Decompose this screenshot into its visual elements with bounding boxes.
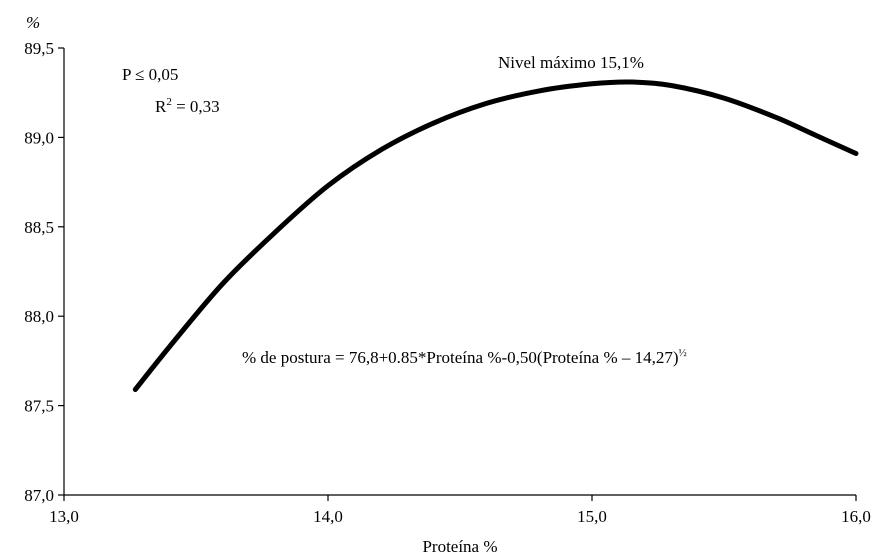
r2-superscript: 2 xyxy=(166,96,172,108)
p-value-annotation: P ≤ 0,05 xyxy=(122,65,178,84)
x-tick-label: 15,0 xyxy=(577,507,607,526)
x-tick-label: 13,0 xyxy=(49,507,79,526)
equation-main: % de postura = 76,8+0.85*Proteína %-0,50… xyxy=(242,348,679,367)
r2-prefix: R xyxy=(155,97,167,116)
y-tick-group: 87,0 87,5 88,0 88,5 89,0 89,5 xyxy=(24,39,64,505)
series-line xyxy=(132,79,859,392)
r2-annotation: R2 = 0,33 xyxy=(155,96,220,116)
equation-superscript: ½ xyxy=(679,347,687,359)
y-axis-title: % xyxy=(26,13,40,32)
y-tick-label: 89,0 xyxy=(24,128,54,147)
y-tick-label: 88,0 xyxy=(24,307,54,326)
r2-suffix: = 0,33 xyxy=(172,97,220,116)
y-tick-label: 87,5 xyxy=(24,397,54,416)
max-level-annotation: Nivel máximo 15,1% xyxy=(498,53,644,72)
x-tick-label: 14,0 xyxy=(313,507,343,526)
equation-annotation: % de postura = 76,8+0.85*Proteína %-0,50… xyxy=(242,347,687,367)
y-tick-label: 87,0 xyxy=(24,486,54,505)
y-tick-label: 88,5 xyxy=(24,218,54,237)
x-axis-title: Proteína % xyxy=(422,537,497,556)
x-tick-group: 13,0 14,0 15,0 16,0 xyxy=(49,495,871,526)
x-tick-label: 16,0 xyxy=(841,507,871,526)
y-tick-label: 89,5 xyxy=(24,39,54,58)
